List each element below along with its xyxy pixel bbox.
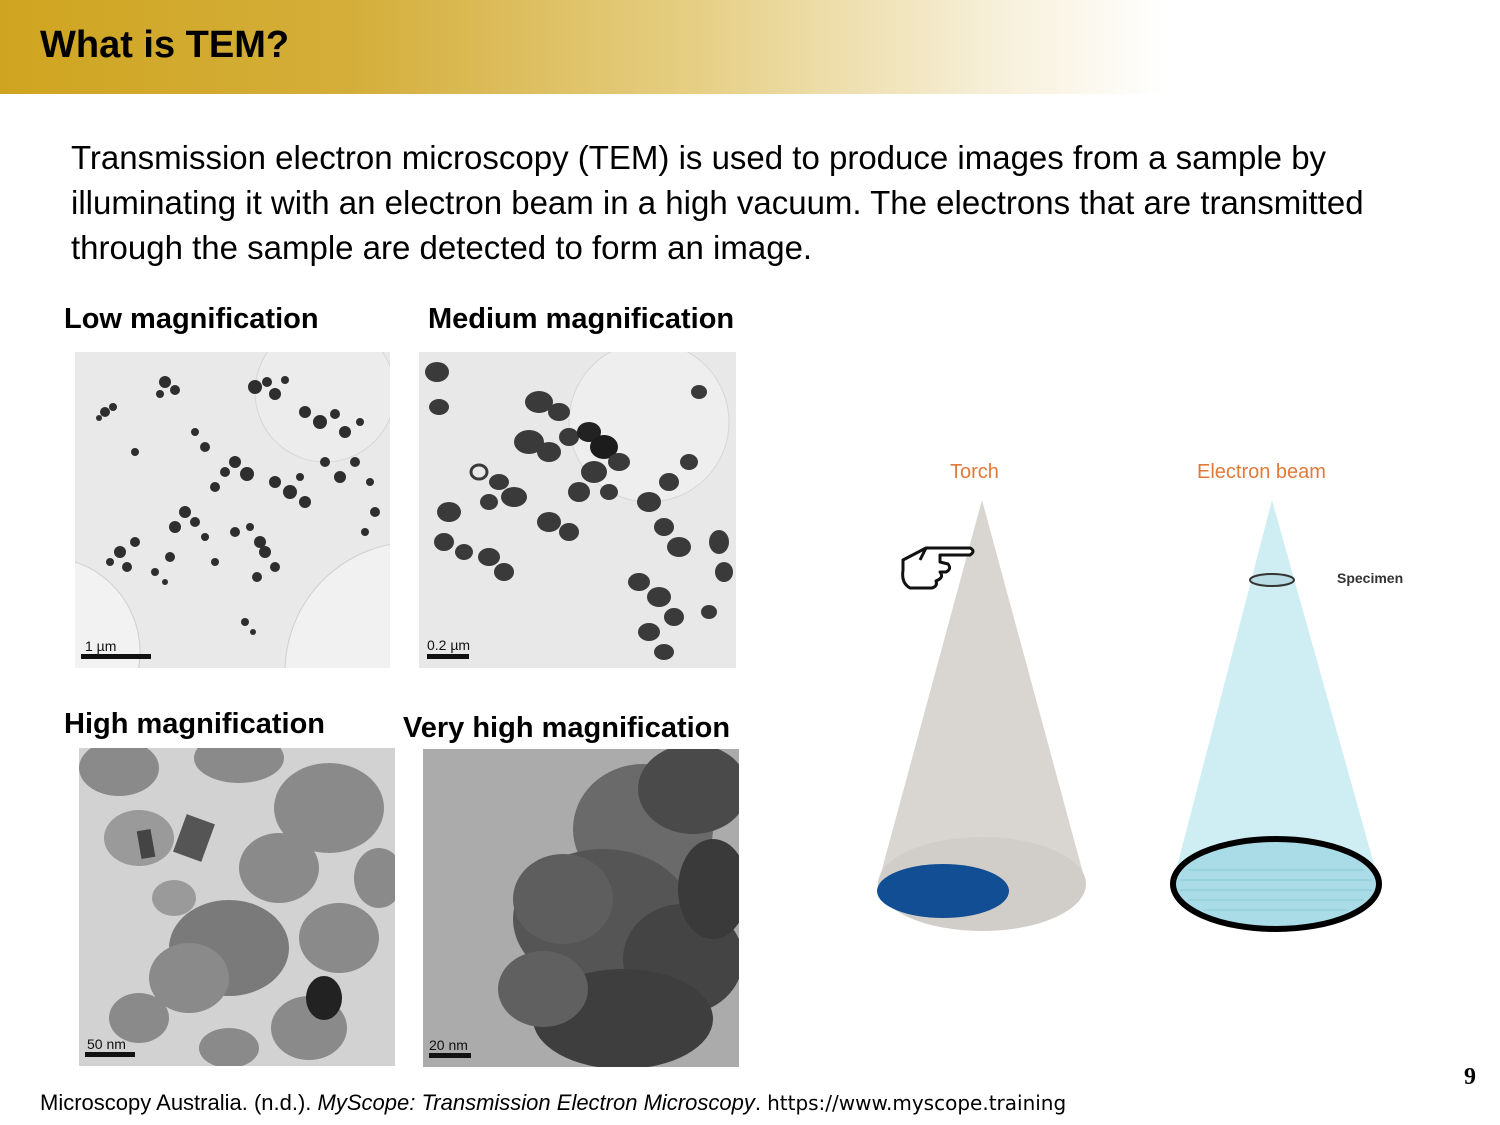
caption-high-magnification: High magnification [64, 708, 325, 740]
slide-title: What is TEM? [40, 24, 290, 66]
micrograph-high: 50 nm [79, 748, 395, 1066]
pointing-hand-icon [901, 546, 975, 590]
micrograph-low: 1 µm [75, 352, 390, 668]
scale-bar-very-high: 20 nm [429, 1037, 468, 1053]
specimen-disc [1249, 573, 1295, 587]
scale-bar-medium: 0.2 µm [427, 637, 470, 653]
caption-medium-magnification: Medium magnification [428, 303, 735, 335]
micrograph-medium: 0.2 µm [419, 352, 736, 668]
caption-very-high-magnification: Very high magnification [403, 712, 731, 744]
torch-vs-electron-beam-diagram: Torch Electron beam Specimen [848, 430, 1432, 936]
electron-beam-cone [1173, 500, 1379, 882]
intro-paragraph: Transmission electron microscopy (TEM) i… [71, 139, 1364, 266]
micrograph-very-high: 20 nm [423, 749, 739, 1067]
citation: Microscopy Australia. (n.d.). MyScope: T… [40, 1090, 1066, 1116]
citation-url[interactable]: https://www.myscope.training [767, 1091, 1067, 1115]
caption-low-magnification: Low magnification [64, 303, 319, 335]
title-bar [0, 0, 1165, 94]
scale-bar-low: 1 µm [85, 638, 116, 654]
torch-light-cone [878, 500, 1086, 884]
electron-beam-label: Electron beam [1197, 461, 1326, 483]
electron-detector-screen [1170, 836, 1382, 932]
torch-object-spot [877, 864, 1009, 918]
scale-bar-high: 50 nm [87, 1036, 126, 1052]
citation-author: Microscopy Australia. (n.d.). [40, 1090, 318, 1115]
citation-title: MyScope: Transmission Electron Microscop… [317, 1090, 755, 1115]
specimen-label: Specimen [1337, 570, 1403, 586]
page-number: 9 [1464, 1064, 1476, 1090]
citation-separator: . [754, 1090, 768, 1115]
torch-label: Torch [950, 461, 999, 483]
